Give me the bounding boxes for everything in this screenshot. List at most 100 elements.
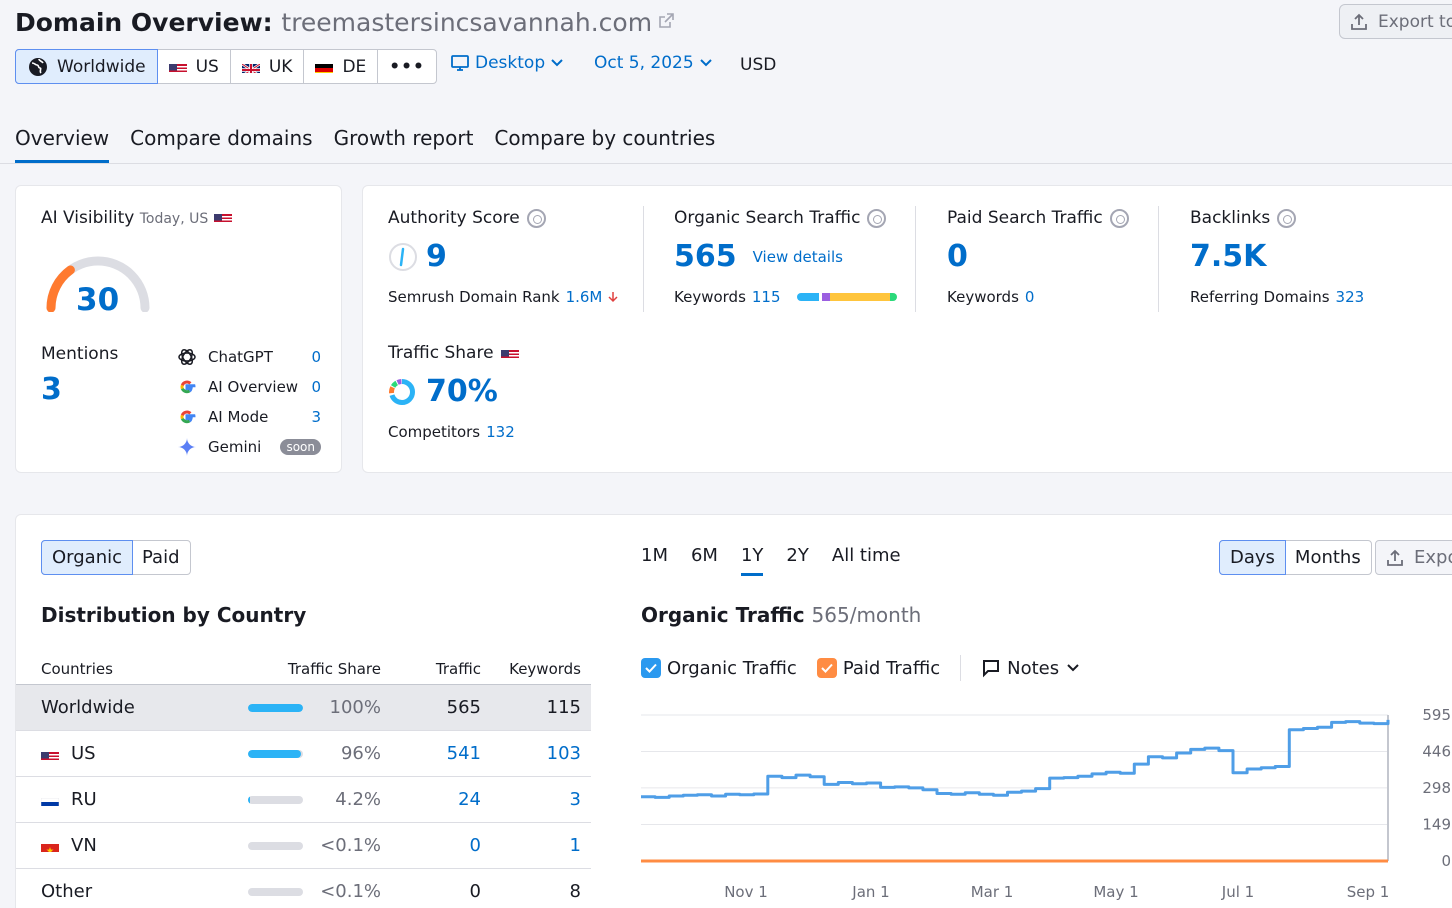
col-keywords[interactable]: Keywords [509, 659, 581, 678]
vn-flag-icon [41, 840, 59, 852]
col-traffic-share[interactable]: Traffic Share [287, 659, 381, 678]
source-value[interactable]: 3 [311, 408, 321, 426]
tab-compare-by-countries[interactable]: Compare by countries [494, 126, 716, 150]
backlinks-value[interactable]: 7.5K [1190, 239, 1267, 274]
x-tick-label: Sep 1 [1347, 883, 1390, 901]
legend-divider [960, 655, 962, 681]
chart-export-button[interactable]: Export [1375, 540, 1452, 575]
y-tick-label: 446 [1422, 743, 1451, 761]
legend-paid-traffic[interactable]: Paid Traffic [816, 657, 941, 679]
keywords-value[interactable]: 3 [569, 789, 581, 810]
competitors-value[interactable]: 132 [486, 423, 515, 441]
paid-keywords-value[interactable]: 0 [1024, 288, 1035, 306]
metrics-card: Authority Score 9 Semrush Domain Rank 1.6… [362, 185, 1452, 473]
traffic-value[interactable]: 0 [469, 835, 481, 856]
export-button[interactable]: Export to [1339, 4, 1452, 39]
paid-traffic-label: Paid Search Traffic [947, 208, 1103, 228]
source-chatgpt[interactable]: ChatGPT 0 [176, 342, 321, 372]
traffic-overview-card: Organic Paid Distribution by Country Cou… [15, 514, 1452, 908]
region-us[interactable]: US [158, 50, 231, 83]
table-row[interactable]: VN <0.1% 0 1 [16, 823, 591, 869]
keywords-value[interactable]: 103 [546, 743, 581, 764]
view-details-link[interactable]: View details [752, 247, 843, 266]
source-ai-overview[interactable]: AI Overview 0 [176, 372, 321, 402]
top-bar: Domain Overview: treemastersincsavannah.… [0, 0, 1452, 164]
source-value[interactable]: 0 [311, 348, 321, 366]
keywords-value: 115 [546, 697, 581, 718]
region-uk[interactable]: UK [231, 50, 305, 83]
share-value: <0.1% [320, 835, 381, 856]
organic-traffic-chart-title: Organic Traffic 565/month [641, 603, 921, 627]
chevron-down-icon [551, 59, 563, 67]
info-icon[interactable] [526, 208, 546, 228]
organic-keywords-value[interactable]: 115 [751, 288, 781, 306]
table-row[interactable]: Worldwide 100% 565 115 [16, 685, 591, 731]
external-link-icon[interactable] [658, 6, 674, 28]
period-all-time[interactable]: All time [831, 545, 901, 566]
us-flag-icon [168, 61, 187, 73]
x-tick-label: Nov 1 [724, 883, 768, 901]
checkbox-checked-icon [641, 658, 661, 678]
notes-dropdown[interactable]: Notes [981, 658, 1079, 679]
keywords-value[interactable]: 1 [569, 835, 581, 856]
main-tabs: Overview Compare domains Growth report C… [15, 126, 736, 163]
period-1m[interactable]: 1M [641, 545, 668, 566]
ai-visibility-gauge [46, 256, 150, 312]
mentions-label: Mentions [41, 344, 119, 364]
chart-subtitle: 565/month [811, 603, 922, 627]
table-row[interactable]: RU 4.2% 24 3 [16, 777, 591, 823]
region-label: Worldwide [57, 56, 146, 77]
y-tick-label: 298 [1422, 779, 1451, 797]
info-icon[interactable] [867, 208, 887, 228]
date-dropdown[interactable]: Oct 5, 2025 [594, 53, 712, 73]
globe-icon [29, 57, 47, 76]
export-label: Export [1414, 547, 1452, 568]
device-dropdown[interactable]: Desktop [451, 53, 563, 73]
tab-overview[interactable]: Overview [15, 126, 110, 163]
info-icon[interactable] [1109, 208, 1129, 228]
ru-flag-icon [41, 794, 59, 806]
months-toggle[interactable]: Months [1294, 547, 1361, 568]
source-ai-mode[interactable]: AI Mode 3 [176, 402, 321, 432]
domain-rank-value[interactable]: 1.6M [565, 288, 603, 306]
col-traffic[interactable]: Traffic [435, 659, 481, 678]
tab-growth-report[interactable]: Growth report [333, 126, 474, 150]
info-icon[interactable] [1277, 208, 1297, 228]
legend-label: Paid Traffic [842, 657, 941, 679]
period-1y[interactable]: 1Y [740, 545, 764, 576]
comment-icon [983, 660, 1000, 678]
currency-label[interactable]: USD [740, 55, 777, 75]
authority-score-value[interactable]: 9 [426, 239, 447, 274]
traffic-share-widget: Traffic Share 70% Competitors 132 [388, 343, 519, 441]
traffic-value[interactable]: 24 [458, 789, 481, 810]
table-row[interactable]: US 96% 541 103 [16, 731, 591, 777]
google-icon [176, 376, 198, 398]
referring-domains-value[interactable]: 323 [1335, 288, 1365, 306]
table-row[interactable]: Other <0.1% 0 8 [16, 869, 591, 908]
paid-traffic-value[interactable]: 0 [947, 239, 968, 274]
region-label: UK [268, 56, 293, 77]
y-tick-label: 595 [1422, 706, 1451, 724]
tab-compare-domains[interactable]: Compare domains [130, 126, 313, 150]
more-regions-button[interactable]: ••• [378, 50, 436, 83]
mentions-count[interactable]: 3 [41, 372, 62, 407]
traffic-share-value[interactable]: 70% [426, 374, 498, 409]
chatgpt-icon [176, 346, 198, 368]
source-value[interactable]: 0 [311, 378, 321, 396]
x-tick-label: Jan 1 [851, 883, 889, 901]
days-toggle[interactable]: Days [1219, 540, 1286, 575]
share-value: <0.1% [320, 881, 381, 902]
paid-toggle[interactable]: Paid [142, 547, 180, 568]
share-bar [248, 887, 303, 896]
region-worldwide[interactable]: Worldwide [15, 49, 158, 84]
organic-traffic-value[interactable]: 565 [674, 239, 737, 274]
period-2y[interactable]: 2Y [786, 545, 809, 566]
organic-traffic-chart[interactable]: 595 446 298 149 0 Nov 1 Jan 1 Mar 1 May 1 Jul 1 Se… [636, 705, 1452, 905]
paid-traffic-widget: Paid Search Traffic 0 Keywords 0 [947, 208, 1129, 306]
period-6m[interactable]: 6M [690, 545, 718, 566]
legend-organic-traffic[interactable]: Organic Traffic [641, 658, 797, 679]
traffic-value[interactable]: 541 [446, 743, 481, 764]
region-de[interactable]: DE [304, 50, 379, 83]
organic-toggle[interactable]: Organic [41, 540, 134, 575]
source-name: Gemini [208, 438, 262, 456]
